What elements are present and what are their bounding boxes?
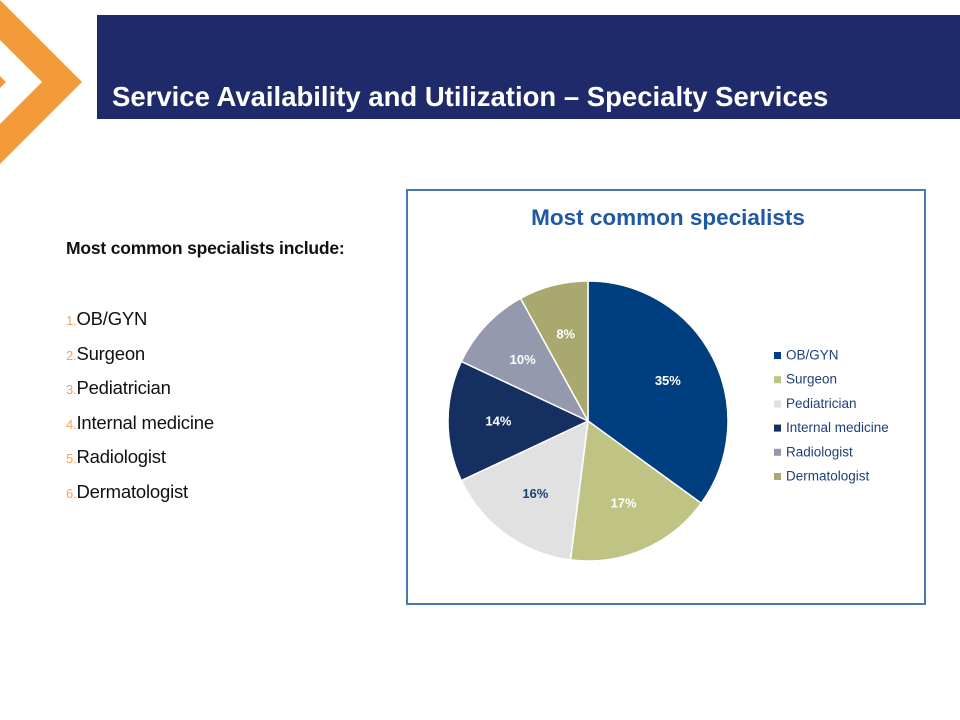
- pie-slice: [460, 419, 589, 561]
- pie-slice: [519, 280, 589, 422]
- pie-labels: 35% 17% 16% 14% 10% 8%: [485, 327, 681, 511]
- list-number: 1.: [66, 313, 77, 328]
- specialist-list-item: 1.OB/GYN: [66, 308, 214, 343]
- legend-swatch: [774, 352, 781, 359]
- legend-label: Surgeon: [786, 372, 837, 387]
- legend-swatch: [774, 376, 781, 384]
- list-text: Pediatrician: [76, 377, 171, 398]
- title-bar: Service Availability and Utilization – S…: [97, 15, 960, 119]
- specialist-list-item: 4.Internal medicine: [66, 412, 214, 447]
- brand-chevron-logo: [0, 0, 82, 164]
- legend-swatch: [774, 473, 781, 480]
- chevron-outer-shape: [0, 0, 82, 164]
- list-number: 4.: [66, 416, 77, 432]
- pie-slice: [587, 280, 729, 505]
- legend-label: OB/GYN: [786, 348, 839, 363]
- slide-title: Service Availability and Utilization – S…: [112, 81, 829, 112]
- legend-label: Dermatologist: [786, 469, 870, 484]
- chart-legend: OB/GYN Surgeon Pediatrician Internal medici…: [774, 348, 889, 484]
- specialist-list-item: 6.Dermatologist: [66, 481, 214, 516]
- specialists-intro: Most common specialists include:: [66, 238, 345, 258]
- pie-slices: [447, 280, 729, 562]
- slice-percent-label: 14%: [485, 414, 511, 429]
- list-number: 6.: [66, 485, 77, 501]
- list-text: Internal medicine: [76, 411, 214, 433]
- specialist-list-item: 3.Pediatrician: [66, 377, 214, 412]
- chart-frame: Most common specialists 35% 17% 16% 14% 10% 8…: [406, 189, 926, 605]
- specialist-list: 1.OB/GYN 2.Surgeon 3.Pediatrician 4.Interna…: [66, 308, 214, 515]
- list-number: 5.: [66, 451, 77, 466]
- specialist-list-item: 5.Radiologist: [66, 446, 214, 481]
- list-number: 3.: [66, 382, 77, 397]
- legend-swatch: [774, 448, 781, 456]
- chevron-small-shape: [0, 76, 6, 88]
- list-text: Surgeon: [76, 342, 145, 364]
- slice-percent-label: 10%: [510, 352, 536, 367]
- pie-slice: [447, 360, 590, 482]
- chart-title: Most common specialists: [531, 205, 805, 230]
- list-text: Dermatologist: [76, 480, 188, 502]
- slice-percent-label: 17%: [611, 496, 637, 511]
- slice-percent-label: 35%: [655, 373, 681, 388]
- pie-slice: [460, 297, 590, 423]
- pie-slice: [569, 419, 703, 562]
- slice-percent-label: 8%: [556, 327, 575, 342]
- list-text: Radiologist: [76, 446, 166, 467]
- legend-swatch: [774, 400, 781, 408]
- legend-label: Pediatrician: [786, 396, 857, 411]
- pie-chart: Most common specialists 35% 17% 16% 14% 10% 8…: [447, 205, 889, 562]
- list-text: OB/GYN: [76, 308, 148, 329]
- legend-label: Radiologist: [786, 444, 853, 459]
- legend-label: Internal medicine: [786, 420, 889, 435]
- specialist-list-item: 2.Surgeon: [66, 343, 214, 378]
- slice-percent-label: 16%: [522, 486, 548, 501]
- list-number: 2.: [66, 347, 77, 363]
- legend-swatch: [774, 424, 781, 432]
- chevron-inner-shape: [0, 44, 38, 120]
